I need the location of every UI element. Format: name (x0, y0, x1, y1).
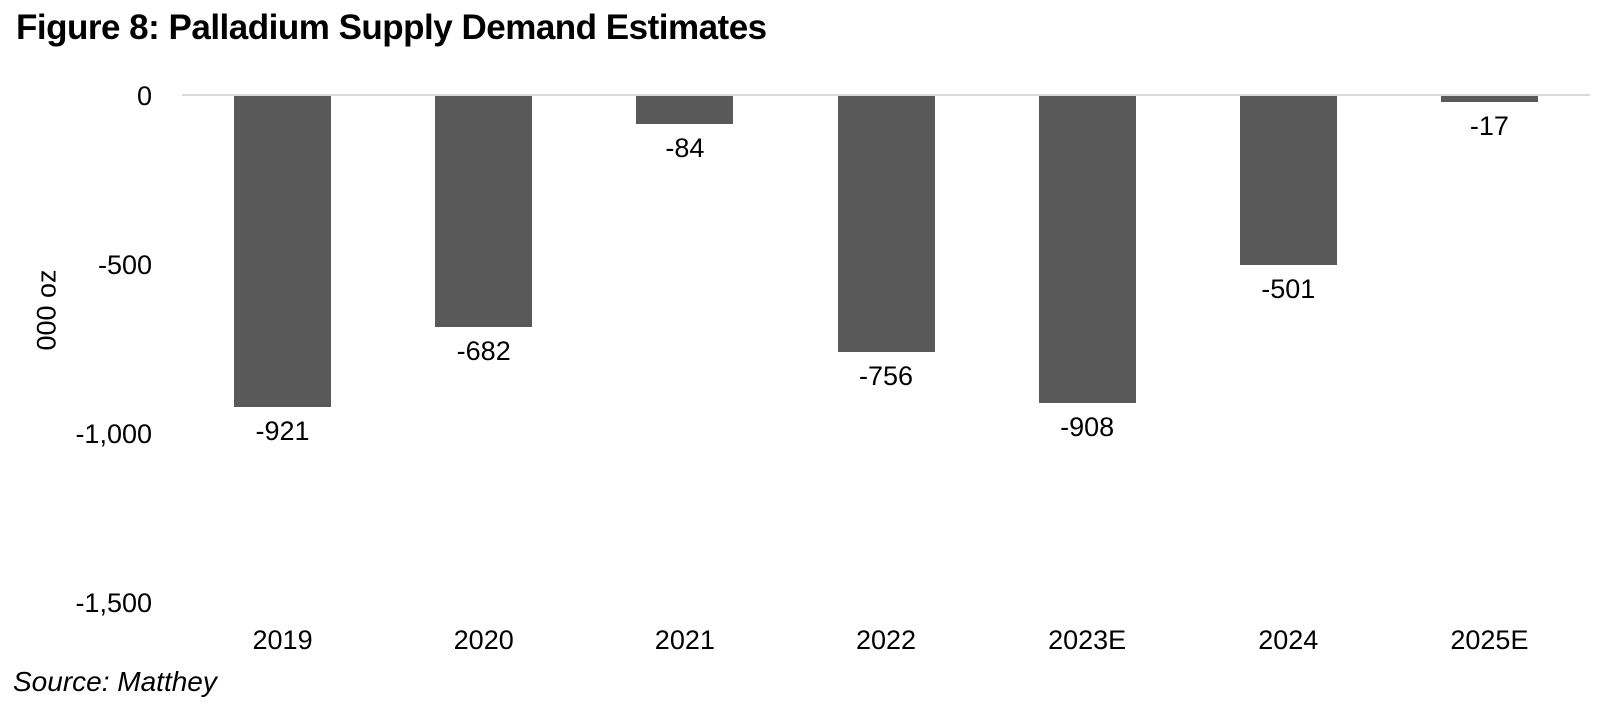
y-tick--500: -500 (97, 250, 152, 280)
bars-layer (182, 96, 1590, 603)
x-tick-2021: 2021 (654, 625, 715, 655)
value-label-2024: -501 (1261, 274, 1316, 304)
x-tick-2019: 2019 (252, 625, 313, 655)
value-label-2023E: -908 (1060, 412, 1115, 442)
value-labels-layer: -921 -682 -84 -756 -908 -501 -17 (182, 96, 1590, 603)
x-axis-labels: 2019 2020 2021 2022 2023E 2024 2025E (182, 625, 1590, 659)
value-label-2019: -921 (255, 416, 310, 446)
value-label-2021: -84 (665, 133, 705, 163)
y-tick--1,500: -1,500 (75, 588, 152, 618)
value-label-2025E: -17 (1469, 111, 1509, 141)
y-tick--1,000: -1,000 (75, 419, 152, 449)
x-tick-2023E: 2023E (1048, 625, 1127, 655)
x-tick-2022: 2022 (855, 625, 917, 655)
source-note: Source: Matthey (13, 666, 217, 697)
bar-2025E (1440, 96, 1538, 102)
bar-2020 (435, 96, 533, 327)
chart-title: Figure 8: Palladium Supply Demand Estima… (16, 8, 767, 47)
bar-2022 (837, 96, 935, 352)
value-label-2022: -756 (858, 361, 914, 391)
bar-2019 (234, 96, 332, 407)
x-tick-2025E: 2025E (1450, 625, 1529, 655)
x-tick-2024: 2024 (1258, 625, 1319, 655)
value-label-2020: -682 (456, 336, 511, 366)
x-tick-2020: 2020 (453, 625, 514, 655)
plot-area: -921 -682 -84 -756 -908 -501 -17 (182, 94, 1590, 603)
zero-axis-line (182, 94, 1590, 96)
y-tick-0: 0 (136, 81, 152, 111)
bar-2024 (1239, 96, 1337, 265)
y-axis-ticks: 0 -500 -1,000 -1,500 (57, 81, 152, 618)
bar-2021 (636, 96, 734, 124)
bar-2023E (1038, 96, 1136, 403)
